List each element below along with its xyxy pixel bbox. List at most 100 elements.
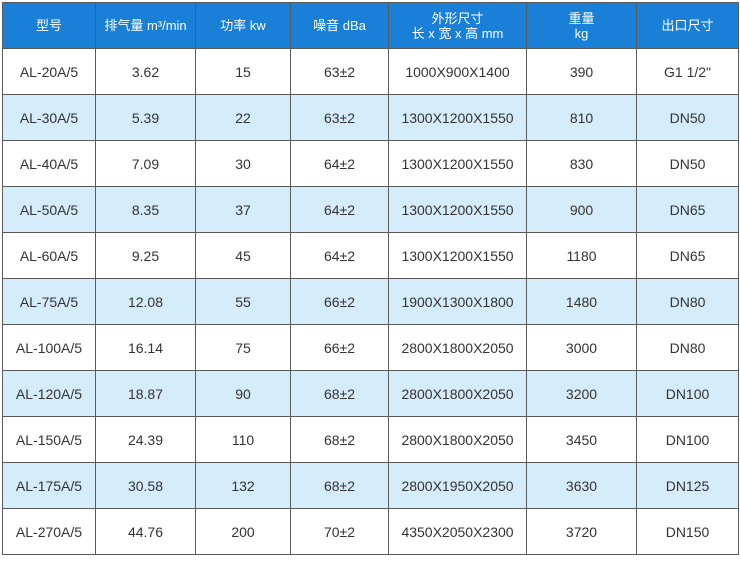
weight-cell: 3450 (526, 416, 637, 463)
power-cell: 75 (195, 324, 291, 371)
outlet-cell: DN125 (636, 462, 739, 509)
dimensions-header: 外形尺寸长 x 宽 x 高 mm (388, 2, 527, 49)
table-row: AL-100A/5 16.14 75 66±2 2800X1800X2050 3000 DN… (2, 324, 739, 371)
dimensions-cell: 1900X1300X1800 (388, 278, 527, 325)
model-cell: AL-30A/5 (2, 94, 96, 141)
header-label: 外形尺寸 (431, 10, 484, 26)
table-body: AL-20A/5 3.62 15 63±2 1000X900X1400 390 G1 1/2… (2, 48, 739, 555)
noise-cell: 68±2 (290, 370, 389, 417)
dimensions-cell: 2800X1950X2050 (388, 462, 527, 509)
noise-cell: 63±2 (290, 48, 389, 95)
model-header: 型号 (2, 2, 96, 49)
weight-cell: 1180 (526, 232, 637, 279)
table-row: AL-20A/5 3.62 15 63±2 1000X900X1400 390 G1 1/2… (2, 48, 739, 95)
model-cell: AL-175A/5 (2, 462, 96, 509)
power-cell: 110 (195, 416, 291, 463)
outlet-cell: G1 1/2" (636, 48, 739, 95)
power-cell: 45 (195, 232, 291, 279)
outlet-cell: DN100 (636, 416, 739, 463)
outlet-cell: DN65 (636, 232, 739, 279)
outlet-cell: DN50 (636, 140, 739, 187)
power-cell: 90 (195, 370, 291, 417)
model-cell: AL-50A/5 (2, 186, 96, 233)
header-label: 出口尺寸 (661, 18, 714, 33)
model-cell: AL-40A/5 (2, 140, 96, 187)
table-row: AL-120A/5 18.87 90 68±2 2800X1800X2050 3200 DN… (2, 370, 739, 417)
displacement-cell: 9.25 (95, 232, 196, 279)
header-row: 型号 排气量 m³/min 功率 kw 噪音 dBa 外形尺寸长 x 宽 x 高 mm 重… (2, 2, 739, 49)
weight-cell: 810 (526, 94, 637, 141)
noise-cell: 68±2 (290, 462, 389, 509)
weight-cell: 3720 (526, 508, 637, 555)
displacement-cell: 16.14 (95, 324, 196, 371)
displacement-cell: 3.62 (95, 48, 196, 95)
header-label: 长 x 宽 x 高 mm (411, 25, 504, 41)
outlet-cell: DN80 (636, 324, 739, 371)
displacement-cell: 18.87 (95, 370, 196, 417)
model-cell: AL-120A/5 (2, 370, 96, 417)
weight-cell: 3200 (526, 370, 637, 417)
header-label: 型号 (35, 18, 62, 33)
noise-cell: 70±2 (290, 508, 389, 555)
displacement-cell: 30.58 (95, 462, 196, 509)
weight-cell: 1480 (526, 278, 637, 325)
outlet-cell: DN65 (636, 186, 739, 233)
power-cell: 15 (195, 48, 291, 95)
power-cell: 132 (195, 462, 291, 509)
dimensions-cell: 2800X1800X2050 (388, 416, 527, 463)
model-cell: AL-150A/5 (2, 416, 96, 463)
table-row: AL-40A/5 7.09 30 64±2 1300X1200X1550 830 DN50 (2, 140, 739, 187)
header-label: 噪音 dBa (313, 18, 366, 33)
outlet-cell: DN80 (636, 278, 739, 325)
outlet-cell: DN100 (636, 370, 739, 417)
weight-header: 重量 kg (526, 2, 637, 49)
weight-cell: 390 (526, 48, 637, 95)
displacement-cell: 5.39 (95, 94, 196, 141)
dimensions-cell: 2800X1800X2050 (388, 324, 527, 371)
displacement-cell: 44.76 (95, 508, 196, 555)
power-cell: 37 (195, 186, 291, 233)
dimensions-cell: 1300X1200X1550 (388, 140, 527, 187)
noise-cell: 68±2 (290, 416, 389, 463)
weight-cell: 830 (526, 140, 637, 187)
displacement-cell: 12.08 (95, 278, 196, 325)
dimensions-cell: 4350X2050X2300 (388, 508, 527, 555)
power-cell: 30 (195, 140, 291, 187)
dimensions-cell: 1300X1200X1550 (388, 186, 527, 233)
noise-cell: 66±2 (290, 278, 389, 325)
spec-table: 型号 排气量 m³/min 功率 kw 噪音 dBa 外形尺寸长 x 宽 x 高 mm 重… (2, 2, 739, 555)
table-row: AL-30A/5 5.39 22 63±2 1300X1200X1550 810 DN50 (2, 94, 739, 141)
outlet-cell: DN50 (636, 94, 739, 141)
header-label: 排气量 m³/min (104, 18, 187, 33)
model-cell: AL-100A/5 (2, 324, 96, 371)
header-label: 重量 (568, 10, 595, 26)
table-row: AL-175A/5 30.58 132 68±2 2800X1950X2050 3630 D… (2, 462, 739, 509)
noise-cell: 64±2 (290, 140, 389, 187)
model-cell: AL-75A/5 (2, 278, 96, 325)
table-row: AL-270A/5 44.76 200 70±2 4350X2050X2300 3720 D… (2, 508, 739, 555)
noise-cell: 66±2 (290, 324, 389, 371)
model-cell: AL-20A/5 (2, 48, 96, 95)
header-label: kg (574, 25, 589, 41)
noise-cell: 63±2 (290, 94, 389, 141)
displacement-cell: 24.39 (95, 416, 196, 463)
outlet-header: 出口尺寸 (636, 2, 739, 49)
dimensions-cell: 1000X900X1400 (388, 48, 527, 95)
table-header: 型号 排气量 m³/min 功率 kw 噪音 dBa 外形尺寸长 x 宽 x 高 mm 重… (2, 2, 739, 49)
weight-cell: 3000 (526, 324, 637, 371)
table-row: AL-60A/5 9.25 45 64±2 1300X1200X1550 1180 DN65 (2, 232, 739, 279)
noise-cell: 64±2 (290, 186, 389, 233)
table-row: AL-50A/5 8.35 37 64±2 1300X1200X1550 900 DN65 (2, 186, 739, 233)
dimensions-cell: 1300X1200X1550 (388, 94, 527, 141)
noise-header: 噪音 dBa (290, 2, 389, 49)
dimensions-cell: 2800X1800X2050 (388, 370, 527, 417)
model-cell: AL-60A/5 (2, 232, 96, 279)
weight-cell: 900 (526, 186, 637, 233)
outlet-cell: DN150 (636, 508, 739, 555)
power-cell: 200 (195, 508, 291, 555)
power-cell: 22 (195, 94, 291, 141)
noise-cell: 64±2 (290, 232, 389, 279)
table-row: AL-150A/5 24.39 110 68±2 2800X1800X2050 3450 D… (2, 416, 739, 463)
displacement-header: 排气量 m³/min (95, 2, 196, 49)
power-header: 功率 kw (195, 2, 291, 49)
